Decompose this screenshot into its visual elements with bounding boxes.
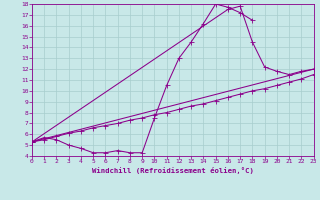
X-axis label: Windchill (Refroidissement éolien,°C): Windchill (Refroidissement éolien,°C) (92, 167, 254, 174)
